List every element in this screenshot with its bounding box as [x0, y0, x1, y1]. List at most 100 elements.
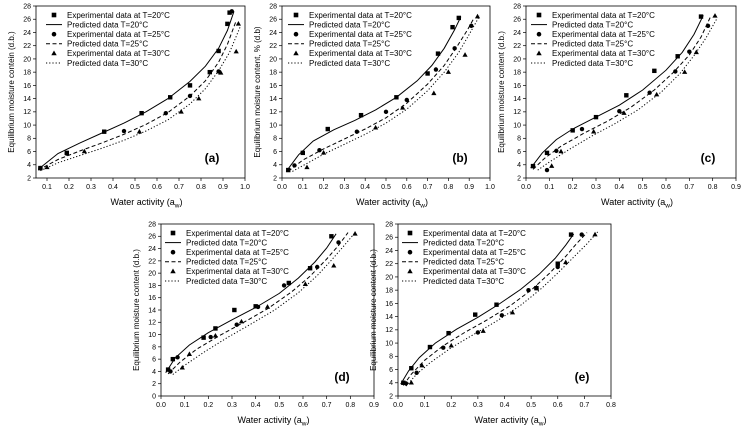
data-point	[450, 24, 455, 30]
legend-marker	[536, 12, 542, 18]
y-axis-label: Equilibrium moisture content (d.b.)	[132, 249, 141, 371]
x-tick-label: 0.9	[731, 184, 741, 191]
data-point	[555, 261, 560, 266]
x-tick-label: 0.0	[521, 184, 531, 191]
y-tick-label: 22	[269, 43, 277, 50]
y-tick-label: 18	[513, 70, 521, 77]
data-point	[352, 231, 358, 236]
x-tick-label: 0.6	[298, 402, 308, 409]
y-tick-label: 28	[23, 3, 31, 10]
x-tick-label: 0.7	[684, 184, 694, 191]
legend-marker	[170, 268, 176, 274]
y-tick-label: 2	[152, 381, 156, 388]
data-point	[187, 83, 193, 88]
panel-label: (e)	[575, 370, 590, 384]
x-tick-label: 0.3	[591, 184, 601, 191]
y-tick-label: 26	[385, 235, 393, 242]
data-point	[218, 70, 224, 75]
data-point	[591, 128, 597, 134]
legend-marker	[170, 249, 176, 255]
plot-area	[400, 231, 599, 387]
legend-label: Experimental data at T=20°C	[186, 229, 289, 238]
y-tick-label: 22	[148, 258, 156, 265]
data-point	[383, 109, 389, 115]
legend-label: Predicted data T=30°C	[309, 59, 390, 68]
x-tick-label: 0.8	[606, 402, 616, 409]
y-tick-label: 18	[23, 70, 31, 77]
data-point	[321, 150, 327, 155]
y-tick-label: 10	[385, 340, 393, 347]
data-point	[509, 309, 516, 315]
data-point	[292, 163, 297, 168]
legend-label: Experimental data at T=25°C	[552, 30, 655, 39]
data-point	[579, 232, 584, 237]
legend-marker	[407, 268, 413, 274]
x-tick-label: 0.8	[708, 184, 718, 191]
y-tick-label: 2	[27, 175, 31, 182]
legend-label: Experimental data at T=30°C	[186, 267, 289, 276]
panel-label: (b)	[452, 151, 467, 165]
plot-area	[37, 9, 242, 172]
y-tick-label: 6	[389, 367, 393, 374]
data-point	[329, 234, 334, 239]
x-tick-label: 0.6	[402, 184, 412, 191]
x-tick-label: 0.7	[423, 184, 433, 191]
data-point	[494, 302, 499, 307]
y-tick-label: 4	[517, 162, 521, 169]
series-line	[165, 233, 337, 373]
x-tick-label: 0.1	[298, 184, 308, 191]
x-tick-label: 0.3	[86, 184, 96, 191]
y-tick-label: 18	[148, 283, 156, 290]
data-point	[81, 148, 87, 154]
y-tick-label: 6	[273, 149, 277, 156]
y-tick-label: 14	[513, 96, 521, 103]
x-tick-label: 0.5	[526, 402, 536, 409]
data-point	[207, 69, 212, 75]
legend-marker	[293, 50, 299, 56]
data-point	[325, 126, 330, 132]
data-point	[44, 164, 50, 170]
y-tick-label: 4	[152, 369, 156, 376]
x-tick-label: 0.4	[108, 184, 118, 191]
legend-marker	[407, 230, 413, 236]
data-point	[121, 128, 127, 134]
data-point	[225, 21, 230, 27]
y-tick-label: 24	[513, 30, 521, 37]
data-point	[570, 128, 575, 133]
x-tick-label: 0.7	[174, 184, 184, 191]
legend-marker	[293, 12, 299, 18]
data-point	[441, 345, 446, 350]
y-tick-label: 4	[389, 380, 393, 387]
y-tick-label: 24	[385, 248, 393, 255]
data-point	[212, 333, 219, 338]
data-point	[675, 54, 680, 59]
y-tick-label: 18	[269, 70, 277, 77]
legend-label: Experimental data at T=20°C	[423, 229, 526, 238]
y-tick-label: 0	[152, 393, 156, 400]
y-tick-label: 8	[273, 136, 277, 143]
data-point	[533, 284, 540, 290]
data-point	[456, 15, 461, 21]
data-point	[408, 379, 414, 385]
data-point	[554, 148, 559, 154]
series-line	[402, 232, 588, 386]
y-tick-label: 26	[148, 234, 156, 241]
y-tick-label: 12	[269, 109, 277, 116]
x-tick-label: 0.5	[638, 184, 648, 191]
legend-label: Predicted data T=20°C	[186, 238, 267, 247]
data-point	[452, 46, 457, 51]
y-tick-label: 10	[269, 122, 277, 129]
x-tick-label: 0.6	[152, 184, 162, 191]
x-tick-label: 0.2	[319, 184, 329, 191]
data-point	[682, 69, 688, 74]
y-tick-label: 20	[148, 271, 156, 278]
y-tick-label: 8	[517, 136, 521, 143]
y-tick-label: 26	[269, 17, 277, 24]
y-tick-label: 2	[389, 393, 393, 400]
x-tick-label: 0.2	[64, 184, 74, 191]
y-tick-label: 10	[23, 122, 31, 129]
x-tick-label: 0.3	[473, 402, 483, 409]
x-tick-label: 0.1	[544, 184, 554, 191]
data-point	[227, 10, 232, 15]
data-point	[307, 266, 313, 271]
